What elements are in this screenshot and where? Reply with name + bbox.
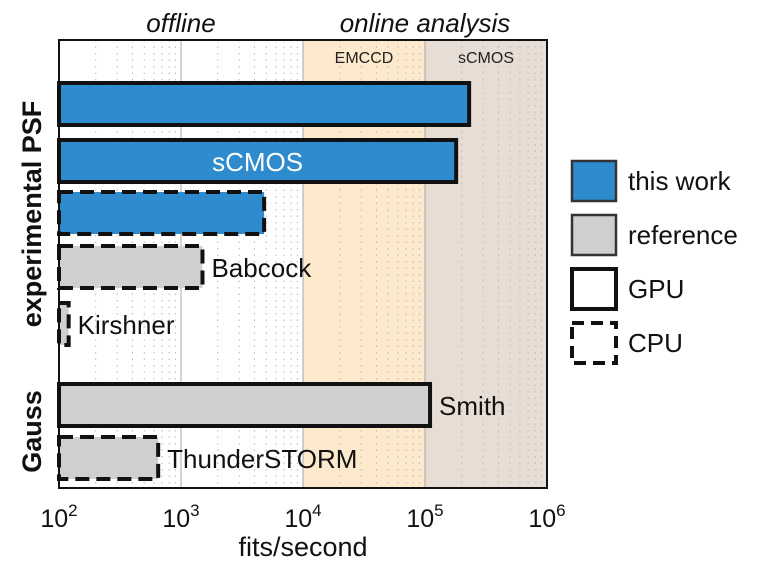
bar-thunderstorm [57, 435, 161, 481]
x-tick-label: 103 [162, 501, 199, 533]
bars [57, 81, 472, 481]
bar-label-smith: Smith [439, 391, 505, 421]
bar-label-kirshner: Kirshner [78, 310, 175, 340]
x-tick-label: 105 [406, 501, 443, 533]
x-tick-label: 104 [284, 501, 321, 533]
bar-label-scmos: sCMOS [212, 147, 303, 177]
section-labels: offline online analysis [146, 8, 510, 38]
section-label-offline: offline [146, 8, 215, 38]
bar-row-1 [57, 81, 472, 127]
region-label-scmos: sCMOS [458, 50, 514, 67]
row-group-labels: experimental PSF Gauss [17, 101, 47, 473]
x-ticks: 102 103 104 105 106 [40, 501, 565, 533]
legend-label-this-work: this work [628, 166, 732, 196]
legend-swatch-gpu [570, 267, 618, 311]
bar-labels: sCMOS Babcock Kirshner Smith ThunderSTORM [78, 147, 506, 474]
legend-label-cpu: CPU [628, 328, 683, 358]
x-tick-label: 106 [528, 501, 565, 533]
legend: this work reference GPU CPU [570, 159, 738, 365]
bar-kirshner [57, 301, 71, 347]
bar-label-babcock: Babcock [211, 253, 312, 283]
row-group-label-experimental-psf: experimental PSF [17, 101, 47, 328]
section-label-online-analysis: online analysis [340, 8, 511, 38]
bar-label-thunderstorm: ThunderSTORM [167, 444, 357, 474]
x-tick-label: 102 [40, 501, 77, 533]
legend-label-gpu: GPU [628, 274, 684, 304]
plot-frame [58, 39, 548, 489]
legend-swatch-cpu [570, 321, 618, 365]
row-group-label-gauss: Gauss [17, 390, 47, 473]
legend-swatch-reference [570, 213, 618, 257]
bar-smith [57, 382, 433, 428]
legend-swatch-this-work [570, 159, 618, 203]
legend-label-reference: reference [628, 220, 738, 250]
bar-babcock [57, 244, 205, 290]
region-labels: EMCCD sCMOS [335, 50, 514, 67]
region-label-emccd: EMCCD [335, 50, 394, 67]
bar-row-3 [57, 190, 267, 236]
x-axis-label: fits/second [238, 532, 367, 562]
